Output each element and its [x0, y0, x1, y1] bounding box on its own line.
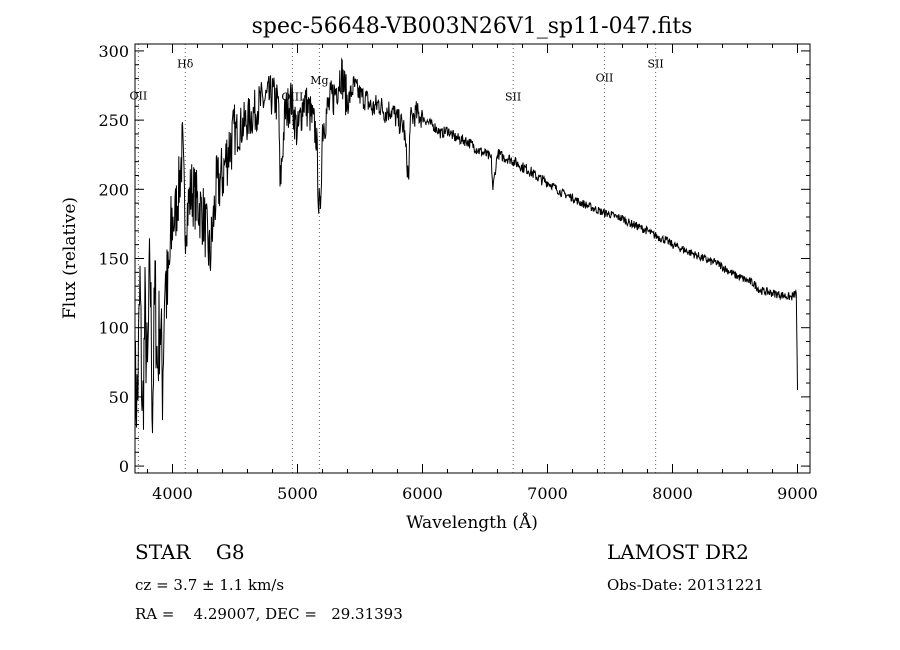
classification-label: STAR G8 [135, 540, 245, 564]
y-tick-label: 150 [98, 250, 129, 269]
line-marker-label: Hδ [177, 58, 194, 71]
y-tick-label: 0 [119, 457, 129, 476]
x-tick-label: 4000 [152, 484, 193, 503]
redshift-label: cz = 3.7 ± 1.1 km/s [135, 576, 285, 594]
survey-label: LAMOST DR2 [607, 540, 749, 564]
x-tick-label: 5000 [277, 484, 318, 503]
y-tick-label: 100 [98, 319, 129, 338]
line-marker-label: SII [648, 58, 664, 71]
x-tick-label: 8000 [652, 484, 693, 503]
y-axis-label: Flux (relative) [60, 197, 80, 319]
x-tick-label: 9000 [777, 484, 818, 503]
line-marker-label: OII [130, 89, 148, 102]
x-tick-label: 7000 [527, 484, 568, 503]
obs-date-label: Obs-Date: 20131221 [607, 576, 764, 594]
coordinates-label: RA = 4.29007, DEC = 29.31393 [135, 605, 403, 623]
y-tick-label: 200 [98, 180, 129, 199]
chart-title: spec-56648-VB003N26V1_sp11-047.fits [252, 14, 693, 39]
y-tick-label: 50 [109, 388, 129, 407]
y-tick-label: 250 [98, 111, 129, 130]
spectrum-line [134, 57, 798, 439]
y-tick-label: 300 [98, 42, 129, 61]
line-marker-label: Mg [310, 74, 328, 87]
x-tick-label: 6000 [402, 484, 443, 503]
x-axis: 4000 5000 6000 7000 8000 9000 [147, 44, 818, 503]
line-marker-label: OII [596, 71, 614, 84]
line-marker-label: SII [505, 91, 521, 104]
x-axis-label: Wavelength (Å) [406, 512, 538, 533]
plot-frame [134, 43, 811, 474]
y-axis: 0 50 100 150 200 250 300 [98, 42, 810, 476]
